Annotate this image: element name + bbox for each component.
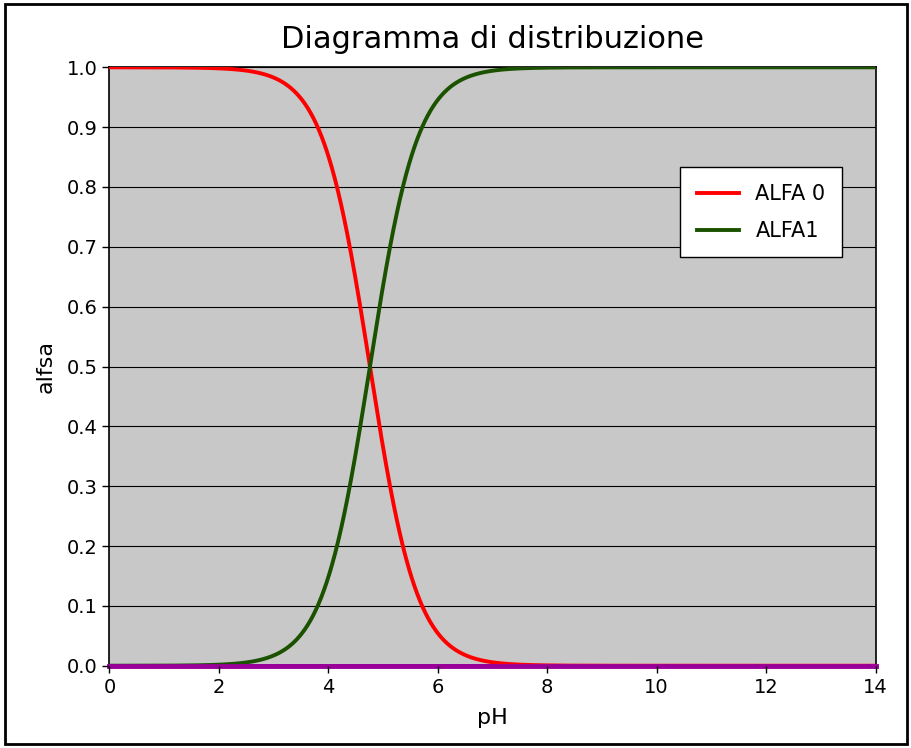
ALFA1	[456, 76, 466, 85]
Legend: ALFA 0, ALFA1: ALFA 0, ALFA1	[680, 168, 841, 257]
ALFA 0	[846, 661, 857, 670]
Y-axis label: alfsa: alfsa	[36, 340, 56, 393]
ALFA1	[847, 63, 858, 72]
ALFA1	[706, 63, 717, 72]
ALFA 0	[869, 661, 880, 670]
ALFA1	[476, 68, 486, 77]
Line: ALFA1: ALFA1	[109, 67, 875, 666]
ALFA1	[869, 63, 880, 72]
ALFA 0	[456, 649, 466, 657]
Line: ALFA 0: ALFA 0	[109, 67, 875, 666]
ALFA 0	[847, 661, 858, 670]
ALFA 0	[706, 661, 717, 670]
ALFA 0	[143, 63, 154, 72]
ALFA 0	[104, 63, 115, 72]
ALFA1	[846, 63, 857, 72]
ALFA 0	[476, 656, 486, 665]
ALFA1	[104, 661, 115, 670]
Title: Diagramma di distribuzione: Diagramma di distribuzione	[281, 25, 703, 54]
X-axis label: pH: pH	[476, 708, 507, 728]
ALFA1	[143, 661, 154, 670]
